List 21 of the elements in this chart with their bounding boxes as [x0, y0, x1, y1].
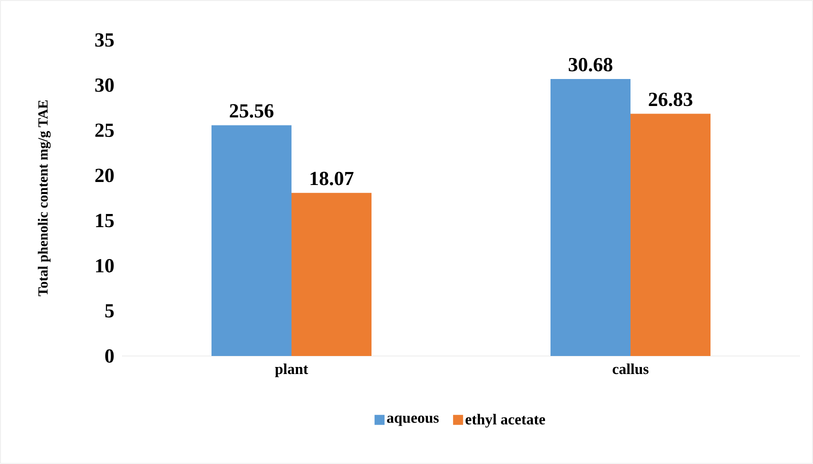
y-tick-label: 10 [96, 258, 114, 272]
y-tick-label: 25 [95, 124, 114, 137]
y-tick-label: 15 [96, 214, 114, 228]
y-tick-label: 5 [105, 304, 114, 318]
x-tick-label: callus [612, 364, 648, 374]
bar [212, 125, 292, 356]
x-tick-label: plant [275, 364, 308, 378]
data-label: 18.07 [310, 172, 354, 186]
legend-label: aqueous [387, 416, 439, 426]
data-label: 30.68 [568, 58, 612, 72]
y-tick-label: 35 [95, 33, 114, 47]
data-label: 26.83 [648, 92, 692, 106]
y-tick-label: 20 [95, 168, 114, 182]
data-label: 25.56 [230, 104, 274, 118]
bar [292, 192, 372, 356]
y-tick-label: 30 [95, 78, 114, 92]
bar [550, 79, 631, 356]
y-tick-label: 0 [105, 349, 114, 363]
legend-label: ethyl acetate [466, 414, 546, 428]
y-axis-title: Total phenolic content mg/g TAE [38, 100, 51, 296]
bar [630, 114, 711, 356]
